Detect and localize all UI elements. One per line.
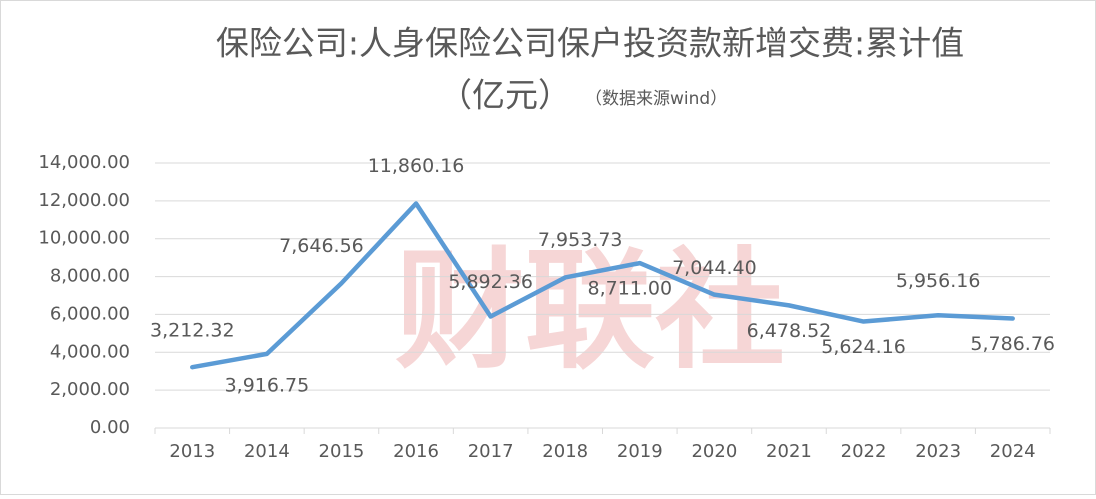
data-label: 7,044.40 xyxy=(672,257,757,279)
y-tick-label: 6,000.00 xyxy=(50,303,130,324)
data-label: 11,860.16 xyxy=(368,155,465,177)
data-label: 5,956.16 xyxy=(896,270,981,292)
x-tick-label: 2020 xyxy=(691,441,737,462)
data-label: 5,624.16 xyxy=(821,336,906,358)
data-label: 7,953.73 xyxy=(538,229,623,251)
x-tick-label: 2019 xyxy=(617,441,663,462)
x-tick-label: 2015 xyxy=(319,441,365,462)
chart-title: 保险公司:人身保险公司保户投资款新增交费:累计值 xyxy=(216,24,964,63)
chart-subtitle: （亿元） xyxy=(439,76,571,115)
x-tick-label: 2023 xyxy=(915,441,961,462)
x-tick-label: 2024 xyxy=(990,441,1036,462)
y-tick-label: 4,000.00 xyxy=(50,341,130,362)
x-tick-label: 2017 xyxy=(468,441,514,462)
data-label: 3,212.32 xyxy=(150,320,235,342)
x-tick-label: 2021 xyxy=(766,441,812,462)
x-tick-label: 2016 xyxy=(393,441,439,462)
x-tick-label: 2018 xyxy=(542,441,588,462)
source-note: （数据来源wind） xyxy=(585,89,727,109)
y-tick-label: 0.00 xyxy=(90,417,130,438)
x-tick-label: 2013 xyxy=(169,441,215,462)
x-tick-label: 2022 xyxy=(841,441,887,462)
data-label: 5,786.76 xyxy=(970,333,1055,355)
y-tick-label: 2,000.00 xyxy=(50,379,130,400)
data-label: 8,711.00 xyxy=(587,278,672,300)
y-tick-label: 12,000.00 xyxy=(38,190,130,211)
y-tick-label: 14,000.00 xyxy=(38,152,130,173)
y-tick-label: 10,000.00 xyxy=(38,228,130,249)
data-label: 7,646.56 xyxy=(279,235,364,257)
data-line xyxy=(190,201,1015,370)
watermark: 财联社 xyxy=(395,235,785,387)
x-tick-label: 2014 xyxy=(244,441,290,462)
data-label: 3,916.75 xyxy=(225,374,310,396)
data-label: 6,478.52 xyxy=(747,320,832,342)
y-tick-label: 8,000.00 xyxy=(50,266,130,287)
data-label: 5,892.36 xyxy=(448,271,533,293)
